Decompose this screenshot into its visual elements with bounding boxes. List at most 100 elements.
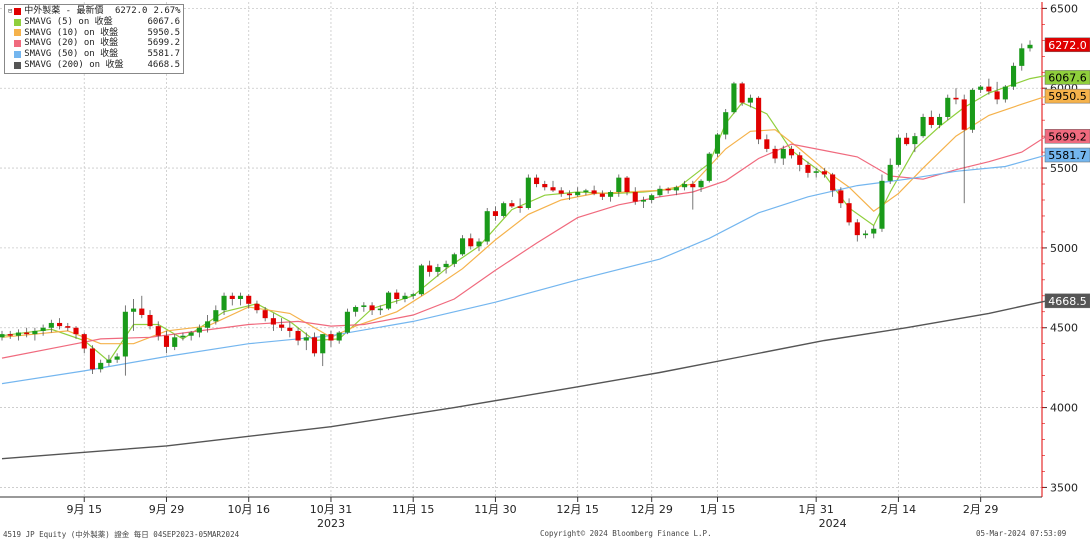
price-tag-label: 6272.0 [1048,39,1087,52]
candle-body [665,188,671,191]
candle-body [196,327,202,333]
candle-body [427,265,433,272]
ma-line [1,154,1047,385]
candle-body [32,330,38,335]
candle-body [361,305,367,307]
candle-body [1002,86,1008,100]
candle-body [657,188,663,196]
price-tag-label: 5581.7 [1048,149,1087,162]
legend-change-pct: 2.67% [153,6,181,16]
candle-body [418,265,424,295]
candle-body [48,322,54,328]
candle-body [723,112,729,135]
candle-body [114,356,120,360]
candle-body [788,148,795,156]
legend-swatch [14,61,22,69]
legend-item-sma5: SMAVG (5) on 收盤 6067.6 [8,17,180,28]
legend-item-sma20: SMAVG (20) on 收盤 5699.2 [8,38,180,49]
y-tick-label: 4000 [1050,402,1078,415]
candle-body [509,203,515,207]
legend-label: 中外製薬 - 最新價 [24,6,104,16]
legend-item-price: ⊟ 中外製薬 - 最新價 6272.0 2.67% [8,6,181,17]
candle-body [624,177,630,193]
price-tag [1044,37,1090,53]
candle-body [895,137,901,165]
chart-legend: ⊟ 中外製薬 - 最新價 6272.0 2.67% SMAVG (5) on 收… [4,4,184,74]
candle-body [904,137,910,145]
price-tag [1044,88,1090,104]
candle-body [303,337,309,341]
candle-body [155,326,161,336]
ma-line [1,135,1047,359]
candle-body [575,192,581,196]
candle-body [517,206,523,208]
x-tick-label: 12月 29 [630,503,673,516]
x-tick-label: 2月 29 [963,503,999,516]
candle-body [920,116,926,137]
candle-body [764,139,770,149]
x-tick-label: 10月 31 [310,503,353,516]
candle-body [805,164,811,173]
candle-body [492,211,498,216]
candle-body [961,99,967,130]
candle-body [542,184,548,188]
x-tick-label: 10月 16 [227,503,270,516]
candle-body [1027,44,1033,49]
x-year-label: 2024 [819,517,847,530]
y-tick-label: 5000 [1050,242,1078,255]
legend-value: 5581.7 [147,49,180,60]
candle-body [188,332,194,336]
candle-body [443,263,449,268]
candle-body [887,164,893,181]
candle-body [772,148,778,159]
candle-body [435,267,441,272]
candle-body [525,177,531,208]
legend-spacer-icon [8,60,12,71]
collapse-icon[interactable]: ⊟ [8,7,13,15]
y-tick-label: 5500 [1050,162,1078,175]
legend-swatch [14,29,22,37]
y-tick-label: 3500 [1050,481,1078,494]
candle-body [583,190,589,193]
candle-body [780,148,786,159]
y-tick-label: 4500 [1050,322,1078,335]
candle-body [7,334,13,336]
x-year-label: 2023 [317,517,345,530]
candle-body [854,222,860,236]
candle-body [838,190,844,204]
x-tick-label: 2月 14 [881,503,917,516]
candle-body [912,136,918,145]
candle-body [649,195,655,200]
price-tag [1044,129,1090,144]
candle-body [262,310,268,319]
legend-value: 6272.0 [114,6,148,16]
candle-body [739,83,745,103]
candle-body [969,89,975,130]
candle-body [180,335,186,338]
legend-swatch [14,40,22,48]
y-tick-label: 6500 [1050,2,1078,15]
candle-body [640,200,647,202]
x-tick-label: 11月 15 [392,503,435,516]
legend-spacer-icon [8,49,12,60]
candle-body [928,116,934,125]
candle-body [451,254,457,264]
candle-body [953,97,959,100]
price-tag-label: 5699.2 [1048,130,1087,143]
candle-body [287,327,293,331]
candle-body [0,334,5,338]
candle-body [936,116,943,125]
candle-body [246,295,252,304]
candle-body [501,203,507,216]
candle-body [385,292,392,309]
candle-body [353,306,359,312]
candle-body [690,184,696,188]
candle-body [731,83,737,113]
x-tick-label: 12月 15 [556,503,599,516]
candle-body [830,174,836,191]
candle-body [846,203,852,223]
price-tag [1044,147,1090,163]
candle-body [986,86,992,92]
candle-body [213,310,219,322]
